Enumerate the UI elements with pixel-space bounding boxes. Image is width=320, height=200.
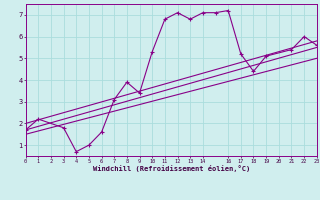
X-axis label: Windchill (Refroidissement éolien,°C): Windchill (Refroidissement éolien,°C) bbox=[92, 165, 250, 172]
